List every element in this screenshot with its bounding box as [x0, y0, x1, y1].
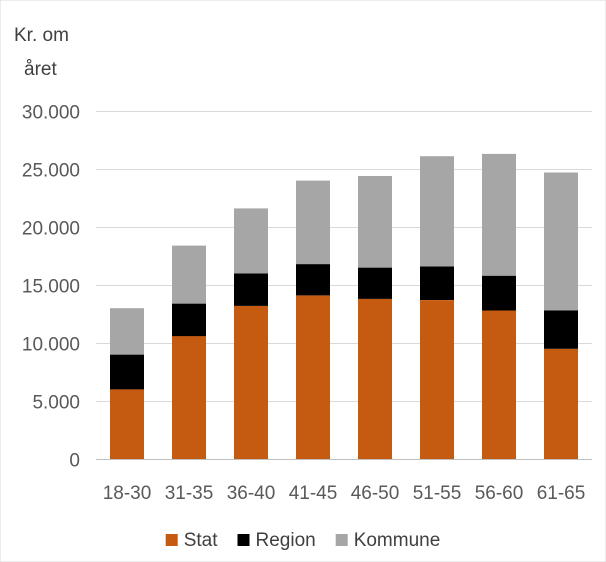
bar-segment-region: [358, 267, 392, 299]
x-axis-ticks: 18-30 31-35 36-40 41-45 46-50 51-55 56-60 61-65: [103, 483, 586, 504]
bar-segment-stat: [110, 389, 144, 459]
bar-segment-kommune: [172, 245, 206, 304]
y-tick-label: 30.000: [22, 103, 80, 124]
bars: [110, 153, 578, 459]
legend-label-stat: Stat: [184, 530, 219, 551]
bar-segment-region: [110, 354, 144, 390]
legend: Stat Region Kommune: [165, 530, 441, 551]
bar-segment-kommune: [110, 308, 144, 355]
bar-segment-kommune: [420, 156, 454, 267]
x-tick-label: 36-40: [227, 483, 276, 504]
y-axis-label: Kr. om året: [14, 25, 69, 80]
y-tick-label: 20.000: [22, 219, 80, 240]
bar-segment-region: [420, 266, 454, 300]
y-tick-label: 5.000: [32, 393, 80, 414]
y-tick-label: 0: [69, 451, 80, 472]
x-tick-label: 56-60: [475, 483, 524, 504]
x-tick-label: 61-65: [537, 483, 586, 504]
bar-segment-region: [482, 275, 516, 311]
bar-segment-kommune: [234, 208, 268, 274]
x-tick-label: 51-55: [413, 483, 462, 504]
bar-segment-region: [172, 303, 206, 337]
bar-segment-stat: [296, 295, 330, 459]
y-axis-ticks: 0 5.000 10.000 15.000 20.000 25.000 30.000: [22, 103, 80, 472]
bar-segment-kommune: [358, 176, 392, 268]
legend-swatch-region: [237, 534, 250, 546]
x-tick-label: 46-50: [351, 483, 400, 504]
bar-segment-stat: [482, 310, 516, 459]
y-tick-label: 10.000: [22, 335, 80, 356]
x-tick-label: 18-30: [103, 483, 152, 504]
y-tick-label: 25.000: [22, 161, 80, 182]
bar-segment-region: [234, 273, 268, 306]
bar-segment-kommune: [296, 180, 330, 265]
legend-swatch-stat: [165, 534, 178, 546]
bar-segment-region: [296, 264, 330, 296]
bar-segment-stat: [544, 348, 578, 459]
x-tick-label: 31-35: [165, 483, 214, 504]
bar-segment-stat: [172, 336, 206, 459]
legend-label-region: Region: [256, 530, 316, 551]
y-axis-label-line-1: Kr. om: [14, 25, 69, 46]
bar-segment-region: [544, 310, 578, 349]
y-axis-label-line-2: året: [24, 59, 57, 80]
bar-segment-stat: [234, 305, 268, 459]
x-tick-label: 41-45: [289, 483, 338, 504]
bar-segment-kommune: [482, 153, 516, 276]
bar-segment-stat: [420, 300, 454, 459]
y-tick-label: 15.000: [22, 277, 80, 298]
bar-segment-kommune: [544, 172, 578, 311]
legend-label-kommune: Kommune: [354, 530, 441, 551]
legend-swatch-kommune: [335, 534, 348, 546]
bar-segment-stat: [358, 298, 392, 459]
